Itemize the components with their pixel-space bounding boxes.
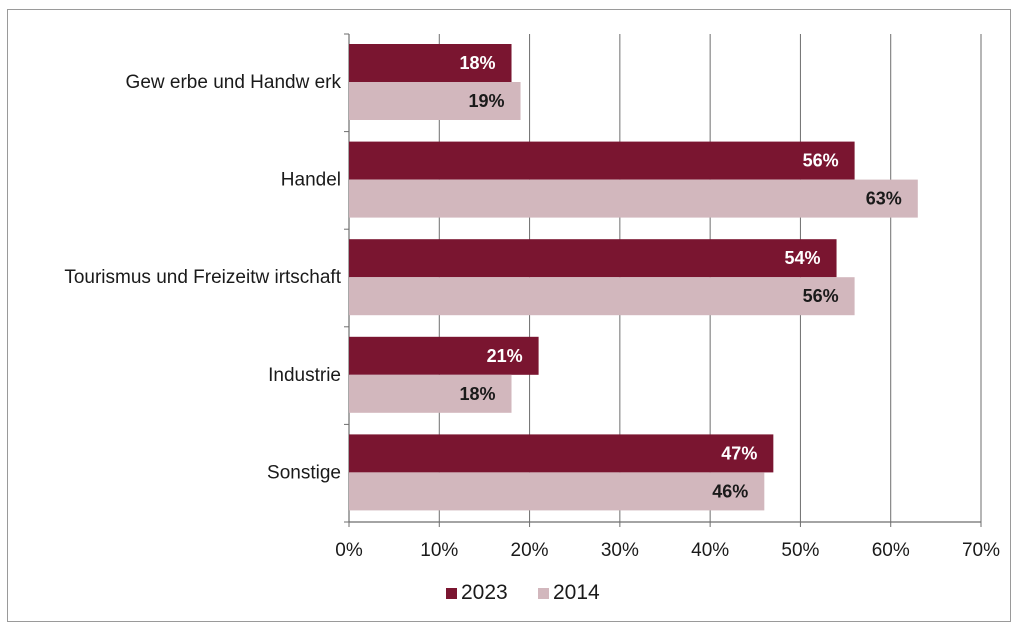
bar-2014-1 — [349, 179, 918, 218]
bar-2014-2 — [349, 277, 855, 316]
data-label-2023-1: 56% — [803, 151, 839, 171]
bar-2023-4 — [349, 434, 774, 473]
bar-2023-2 — [349, 239, 837, 278]
data-label-2014-2: 56% — [803, 286, 839, 306]
category-label-1: Handel — [281, 170, 341, 191]
legend-label-2014: 2014 — [553, 581, 600, 604]
x-tick-label: 50% — [781, 540, 819, 561]
x-tick-label: 20% — [511, 540, 549, 561]
bar-2014-4 — [349, 472, 765, 511]
x-tick-label: 0% — [335, 540, 363, 561]
x-tick-label: 40% — [691, 540, 729, 561]
category-label-2: Tourismus und Freizeitw irtschaft — [64, 267, 341, 288]
data-label-2023-2: 54% — [785, 248, 821, 268]
bar-2023-3 — [349, 336, 539, 375]
x-tick-label: 30% — [601, 540, 639, 561]
data-label-2014-0: 19% — [469, 91, 505, 111]
category-label-3: Industrie — [268, 365, 341, 386]
data-label-2023-4: 47% — [721, 443, 757, 463]
legend-swatch-2014 — [538, 588, 549, 599]
bar-2023-1 — [349, 141, 855, 180]
data-label-2023-0: 18% — [459, 53, 495, 73]
x-tick-label: 60% — [872, 540, 910, 561]
data-label-2014-1: 63% — [866, 189, 902, 209]
data-label-2014-4: 46% — [712, 481, 748, 501]
category-label-0: Gew erbe und Handw erk — [126, 72, 342, 93]
bar-2023-0 — [349, 44, 512, 82]
legend-swatch-2023 — [446, 588, 457, 599]
data-label-2023-3: 21% — [487, 346, 523, 366]
x-tick-label: 70% — [962, 540, 1000, 561]
bar-2014-3 — [349, 374, 512, 413]
legend-label-2023: 2023 — [461, 581, 508, 604]
bar-2014-0 — [349, 82, 521, 120]
data-label-2014-3: 18% — [459, 384, 495, 404]
x-tick-label: 10% — [420, 540, 458, 561]
category-label-4: Sonstige — [267, 462, 341, 483]
